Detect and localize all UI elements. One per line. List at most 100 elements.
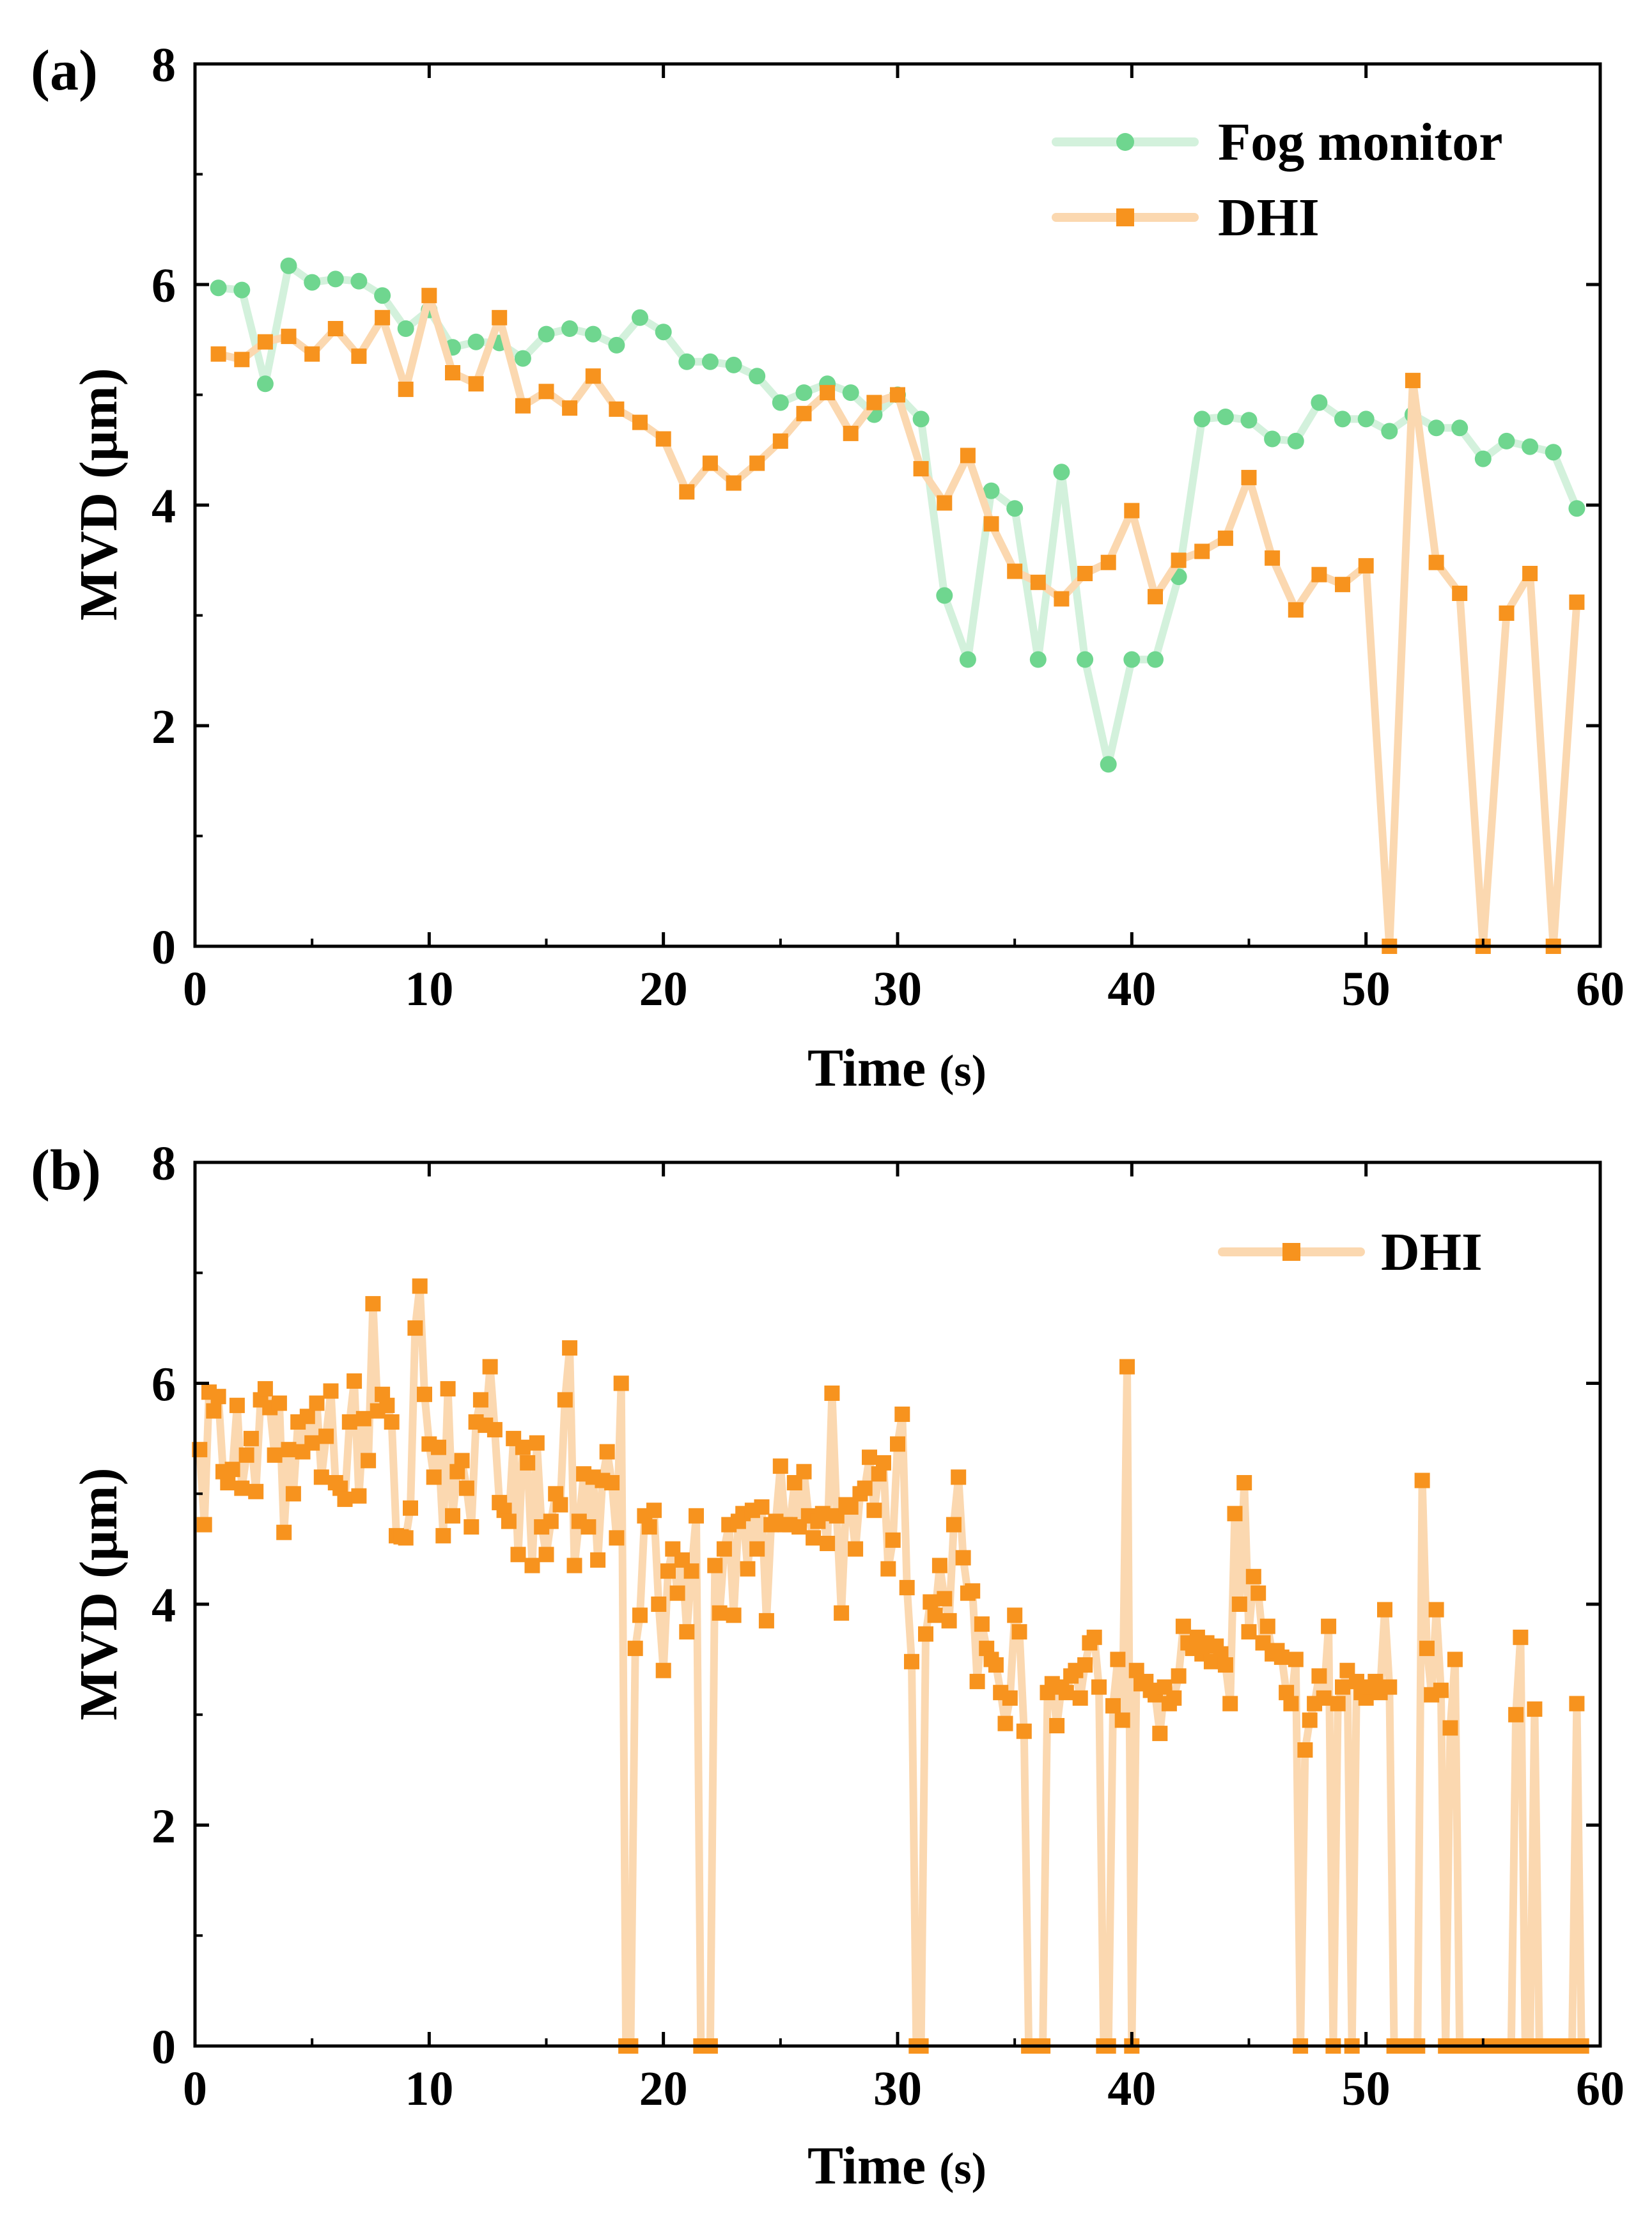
- data-point: [431, 1439, 446, 1455]
- legend-marker-dhi: [1282, 1243, 1300, 1261]
- y-tick-label: 6: [152, 1358, 176, 1412]
- data-point: [361, 1453, 377, 1469]
- data-point: [1287, 432, 1304, 449]
- data-point: [1451, 419, 1469, 437]
- data-point: [337, 1491, 353, 1507]
- data-point: [749, 368, 766, 385]
- data-point: [726, 1607, 742, 1623]
- data-point: [458, 1480, 474, 1496]
- data-point: [1311, 1668, 1327, 1684]
- data-point: [1302, 1712, 1318, 1728]
- data-point: [796, 1464, 812, 1480]
- data-point: [267, 1447, 283, 1463]
- data-point: [375, 309, 391, 325]
- data-point: [492, 309, 508, 325]
- y-tick-label: 8: [152, 38, 176, 92]
- data-point: [398, 1530, 414, 1546]
- data-point: [1288, 1652, 1304, 1667]
- data-point: [1433, 1682, 1449, 1698]
- data-point: [327, 270, 344, 288]
- y-tick-label: 2: [152, 700, 176, 754]
- data-point: [712, 1605, 728, 1621]
- data-point: [417, 1386, 432, 1402]
- data-point: [238, 1447, 254, 1463]
- data-point: [1007, 563, 1023, 579]
- data-point: [468, 376, 484, 392]
- data-point: [1006, 500, 1024, 517]
- data-point: [1217, 409, 1234, 425]
- data-point: [1091, 1679, 1107, 1695]
- data-point: [1077, 1657, 1093, 1673]
- data-point: [740, 1561, 756, 1577]
- data-point: [1100, 756, 1117, 773]
- data-point: [1077, 566, 1093, 581]
- data-point: [651, 1597, 667, 1612]
- x-tick-label: 10: [405, 962, 453, 1016]
- data-point: [899, 1580, 915, 1596]
- data-point: [655, 324, 672, 341]
- data-point: [862, 1449, 877, 1465]
- data-point: [969, 1673, 985, 1689]
- data-point: [561, 320, 579, 337]
- data-point: [834, 1605, 850, 1621]
- data-point: [749, 455, 765, 471]
- data-point: [229, 1398, 245, 1414]
- x-tick-label: 0: [183, 2062, 207, 2116]
- y-tick-label: 4: [152, 1579, 176, 1632]
- data-point: [1077, 651, 1094, 668]
- data-point: [959, 651, 976, 668]
- data-point: [581, 1519, 596, 1535]
- data-point: [206, 1403, 222, 1419]
- data-point: [280, 257, 297, 274]
- data-point: [257, 1381, 273, 1397]
- x-axis-label: Time (s): [807, 1038, 986, 1098]
- data-point: [233, 281, 251, 299]
- x-tick-label: 20: [639, 962, 688, 1016]
- data-point: [379, 1398, 395, 1414]
- data-point: [1240, 412, 1258, 429]
- data-point: [604, 1475, 620, 1490]
- data-point: [515, 398, 531, 414]
- data-point: [927, 1607, 943, 1623]
- x-tick-label: 10: [405, 2062, 453, 2116]
- data-point: [955, 1550, 971, 1566]
- data-point: [1241, 1624, 1257, 1640]
- legend: Fog monitor DHI: [1052, 113, 1503, 247]
- data-point: [543, 1513, 559, 1529]
- data-point: [1241, 469, 1257, 485]
- data-point: [1007, 1607, 1023, 1623]
- data-point: [1569, 594, 1585, 610]
- legend-label-fog-monitor: Fog monitor: [1218, 113, 1503, 172]
- data-point: [613, 1375, 629, 1391]
- data-point: [472, 1392, 488, 1408]
- data-point: [1259, 1618, 1275, 1634]
- data-point: [1405, 373, 1421, 389]
- data-point: [772, 433, 788, 449]
- data-point: [1054, 591, 1070, 607]
- data-point: [1086, 1629, 1102, 1645]
- data-point: [1053, 464, 1070, 481]
- data-point: [281, 1442, 297, 1458]
- data-point: [365, 1296, 381, 1312]
- data-point: [281, 329, 297, 345]
- x-tick-label: 50: [1342, 2062, 1391, 2116]
- data-point: [323, 1383, 339, 1399]
- data-point: [1335, 1679, 1350, 1695]
- x-tick-label: 0: [183, 962, 207, 1016]
- data-point: [1265, 550, 1281, 566]
- data-point: [1016, 1723, 1032, 1739]
- data-point: [1569, 1696, 1585, 1712]
- data-point: [464, 1519, 479, 1535]
- data-point: [1227, 1506, 1243, 1522]
- data-point: [843, 425, 859, 441]
- data-point: [1245, 1568, 1261, 1584]
- data-point: [234, 352, 250, 368]
- data-point: [848, 1541, 864, 1557]
- data-point: [1382, 1679, 1398, 1695]
- y-tick-label: 4: [152, 480, 176, 533]
- data-point: [983, 482, 1000, 499]
- data-point: [923, 1594, 939, 1610]
- data-point: [918, 1626, 933, 1642]
- data-point: [196, 1517, 212, 1533]
- data-point: [1231, 1597, 1247, 1612]
